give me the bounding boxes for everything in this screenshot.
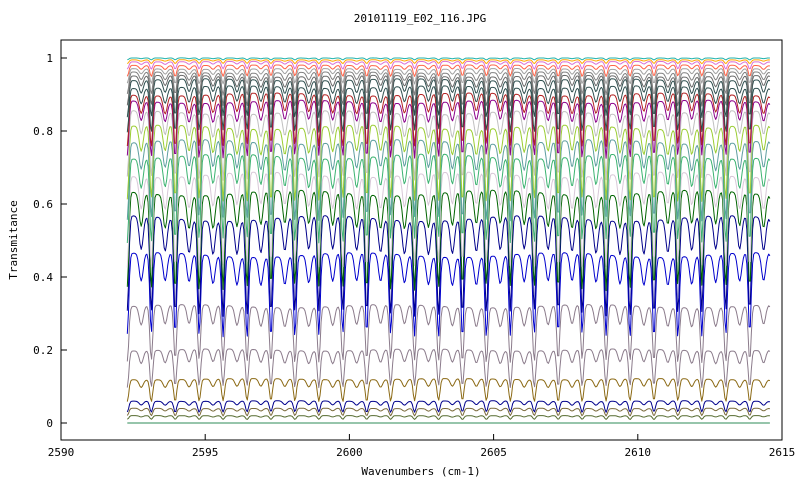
spectrum-series-line: [126, 153, 771, 244]
spectrum-series-line: [126, 215, 771, 317]
spectrum-series-line: [126, 304, 771, 363]
spectrum-series-line: [126, 139, 771, 222]
y-tick-label: 1: [46, 52, 53, 65]
plot-frame: [60, 39, 783, 441]
x-axis-ticks: 2590 2595 2600 2605 2610 2615: [48, 434, 796, 459]
spectrum-series-line: [126, 59, 770, 65]
series-layer: [126, 57, 771, 424]
x-tick-label: 2615: [769, 446, 796, 459]
x-tick-label: 2600: [336, 446, 363, 459]
y-axis-label: Transmitance: [7, 200, 20, 279]
chart-title: 20101119_E02_116.JPG: [354, 12, 486, 25]
spectrum-series-line: [126, 110, 771, 181]
y-tick-label: 0.2: [33, 344, 53, 357]
spectrum-series-line: [126, 68, 771, 85]
spectrum-series-line: [126, 189, 771, 292]
x-axis-label: Wavenumbers (cm-1): [361, 465, 480, 478]
y-tick-label: 0.8: [33, 125, 53, 138]
spectrum-series-line: [126, 85, 771, 133]
x-tick-label: 2595: [192, 446, 219, 459]
spectrum-series-line: [126, 378, 771, 402]
x-tick-label: 2610: [625, 446, 652, 459]
x-tick-label: 2605: [480, 446, 507, 459]
spectrum-series-line: [126, 252, 771, 338]
spectrum-series-line: [126, 171, 771, 268]
y-tick-label: 0: [46, 417, 53, 430]
y-tick-label: 0.6: [33, 198, 53, 211]
spectrum-series-line: [126, 92, 771, 147]
y-axis-ticks: 0 0.2 0.4 0.6 0.8 1: [33, 52, 67, 430]
y-tick-label: 0.4: [33, 271, 53, 284]
spectrum-series-line: [126, 348, 771, 389]
spectrum-series-line: [127, 57, 770, 61]
spectrum-series-line: [126, 60, 770, 70]
spectrum-series-line: [126, 99, 771, 159]
spectrum-series-line: [126, 415, 770, 420]
spectrum-series-line: [126, 124, 771, 202]
spectrum-series-line: [126, 71, 771, 96]
x-tick-label: 2590: [48, 446, 75, 459]
spectrum-series-line: [126, 78, 771, 118]
spectrum-series-line: [126, 74, 771, 107]
spectrum-series-line: [126, 64, 770, 77]
spectrum-series-line: [126, 407, 770, 417]
spectrum-series-line: [126, 400, 770, 413]
